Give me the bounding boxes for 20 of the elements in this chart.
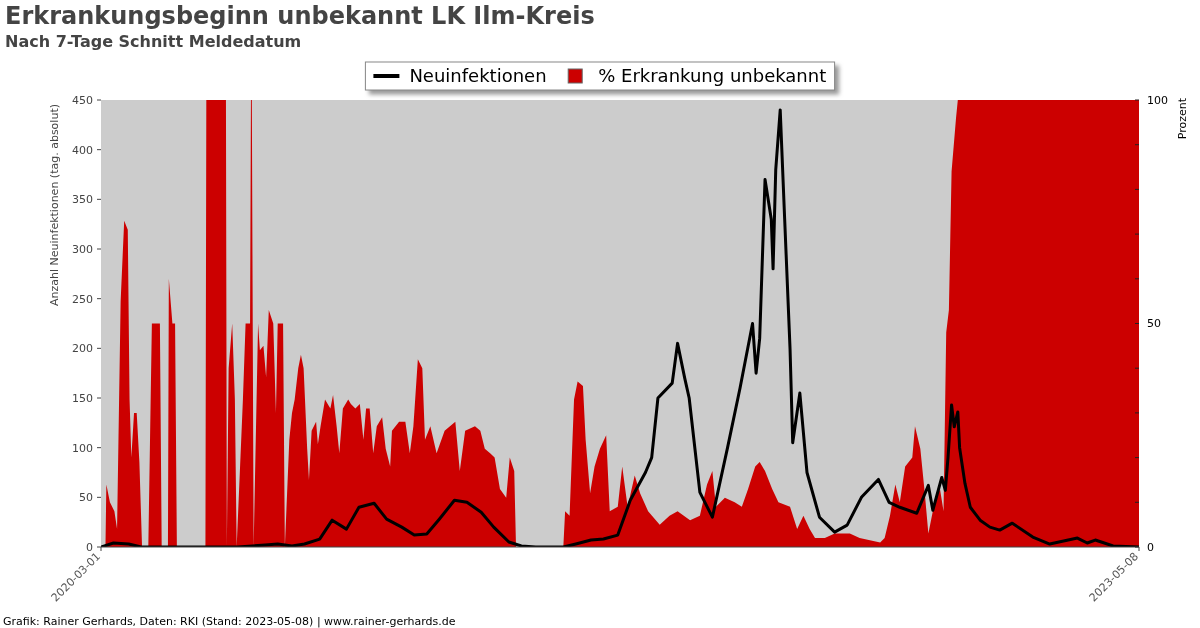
chart-title: Erkrankungsbeginn unbekannt LK Ilm-Kreis [5, 2, 595, 30]
y2-axis-title: Prozent [1176, 97, 1189, 140]
y-tick-label: 200 [72, 342, 93, 356]
y-tick-label: 100 [72, 441, 93, 455]
y-tick-label: 150 [72, 391, 93, 405]
y2-tick-label: 50 [1147, 317, 1161, 331]
y-tick-label: 50 [79, 491, 93, 505]
text: Grafik: Rainer Gerhards, Daten: RKI (Stand: 2023-05-08) | www.rainer-gerhards.de [3, 615, 456, 628]
y-tick-label: 450 [72, 93, 93, 107]
y-axis-title: Anzahl Neuinfektionen (tag. absolut) [48, 104, 61, 306]
y-tick-label: 0 [86, 540, 93, 554]
y-tick-label: 250 [72, 292, 93, 306]
y-tick-label: 300 [72, 242, 93, 256]
y-tick-label: 400 [72, 143, 93, 157]
chart-subtitle: Nach 7-Tage Schnitt Meldedatum [5, 32, 302, 51]
legend-label: % Erkrankung unbekannt [598, 65, 827, 87]
y2-tick-label: 0 [1147, 540, 1154, 554]
legend-label: Neuinfektionen [409, 65, 547, 87]
y2-tick-label: 100 [1147, 93, 1168, 107]
y-tick-label: 350 [72, 193, 93, 207]
